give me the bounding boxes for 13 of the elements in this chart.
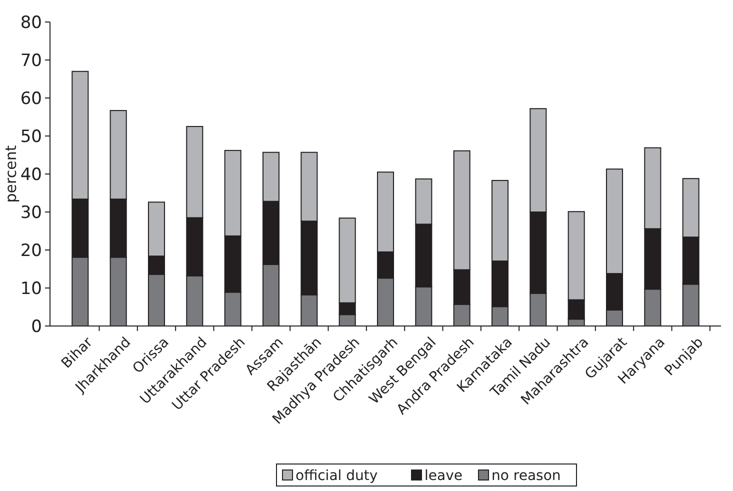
legend-label: leave xyxy=(424,468,462,484)
y-tick-label: 70 xyxy=(20,50,42,71)
y-tick-label: 60 xyxy=(20,88,42,109)
y-tick-label: 80 xyxy=(20,12,42,33)
y-tick-label: 30 xyxy=(20,202,42,223)
y-tick-label: 40 xyxy=(20,164,42,185)
y-axis-title: percent xyxy=(2,145,20,203)
y-tick-label: 0 xyxy=(31,316,42,337)
y-tick-label: 50 xyxy=(20,126,42,147)
legend-label: no reason xyxy=(492,468,561,484)
legend-label: official duty xyxy=(296,468,378,484)
y-tick-label: 20 xyxy=(20,240,42,261)
y-tick-label: 10 xyxy=(20,278,42,299)
